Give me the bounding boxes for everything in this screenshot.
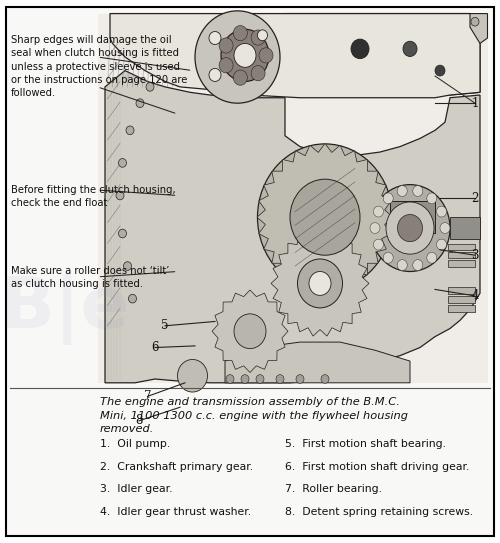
- Circle shape: [435, 65, 445, 76]
- Circle shape: [370, 185, 450, 272]
- Circle shape: [136, 99, 144, 108]
- Circle shape: [471, 17, 479, 26]
- Circle shape: [258, 144, 392, 291]
- Circle shape: [251, 30, 265, 45]
- Text: 1: 1: [472, 97, 478, 110]
- Circle shape: [413, 186, 423, 197]
- Circle shape: [195, 11, 280, 103]
- Circle shape: [226, 375, 234, 383]
- Circle shape: [234, 70, 247, 85]
- Circle shape: [124, 262, 132, 270]
- Circle shape: [256, 375, 264, 383]
- Circle shape: [209, 68, 221, 81]
- Circle shape: [178, 359, 208, 392]
- Circle shape: [440, 223, 450, 233]
- Circle shape: [251, 66, 265, 81]
- Circle shape: [427, 193, 437, 204]
- Circle shape: [118, 159, 126, 167]
- Circle shape: [351, 39, 369, 59]
- Circle shape: [403, 41, 417, 56]
- Bar: [448, 287, 475, 294]
- Bar: [448, 260, 475, 267]
- Circle shape: [374, 206, 384, 217]
- Circle shape: [413, 260, 423, 270]
- Bar: [98, 14, 488, 383]
- Circle shape: [290, 179, 360, 255]
- Circle shape: [219, 58, 233, 73]
- Circle shape: [398, 214, 422, 242]
- Circle shape: [219, 38, 233, 53]
- Circle shape: [234, 43, 256, 67]
- Text: 5.  First motion shaft bearing.: 5. First motion shaft bearing.: [285, 439, 446, 449]
- Text: 7.  Roller bearing.: 7. Roller bearing.: [285, 484, 382, 494]
- Circle shape: [397, 260, 407, 270]
- Circle shape: [126, 126, 134, 135]
- Text: 7: 7: [144, 390, 151, 403]
- Circle shape: [221, 29, 269, 81]
- Circle shape: [241, 375, 249, 383]
- Circle shape: [374, 239, 384, 250]
- Polygon shape: [285, 14, 480, 95]
- Polygon shape: [110, 14, 480, 98]
- Bar: [448, 244, 475, 250]
- Text: 2.  Crankshaft primary gear.: 2. Crankshaft primary gear.: [100, 462, 253, 471]
- Circle shape: [234, 314, 266, 349]
- Circle shape: [436, 239, 446, 250]
- Text: 4.  Idler gear thrust washer.: 4. Idler gear thrust washer.: [100, 507, 251, 517]
- Circle shape: [321, 375, 329, 383]
- Circle shape: [276, 375, 284, 383]
- Text: 8.  Detent spring retaining screws.: 8. Detent spring retaining screws.: [285, 507, 473, 517]
- Circle shape: [309, 272, 331, 295]
- Polygon shape: [470, 14, 488, 43]
- Text: 3.  Idler gear.: 3. Idler gear.: [100, 484, 172, 494]
- Bar: [448, 296, 475, 303]
- Polygon shape: [105, 71, 480, 383]
- Text: 5: 5: [161, 319, 169, 332]
- Text: 3: 3: [471, 249, 479, 262]
- Circle shape: [128, 294, 136, 303]
- Circle shape: [209, 31, 221, 45]
- Circle shape: [383, 252, 393, 263]
- Text: 6: 6: [151, 341, 159, 354]
- Circle shape: [386, 202, 434, 254]
- Text: 1.  Oil pump.: 1. Oil pump.: [100, 439, 170, 449]
- Circle shape: [258, 30, 268, 41]
- Text: Before fitting the clutch housing,
check the end float: Before fitting the clutch housing, check…: [11, 185, 175, 208]
- Text: The engine and transmission assembly of the B.M.C.
Mini, 1100 1300 c.c. engine w: The engine and transmission assembly of …: [100, 397, 408, 434]
- Circle shape: [298, 259, 343, 308]
- Circle shape: [296, 375, 304, 383]
- Circle shape: [383, 193, 393, 204]
- Circle shape: [234, 26, 247, 41]
- Circle shape: [146, 83, 154, 91]
- Text: 8: 8: [136, 414, 142, 427]
- Text: 2: 2: [472, 192, 478, 205]
- Circle shape: [370, 223, 380, 233]
- FancyBboxPatch shape: [6, 7, 494, 536]
- Circle shape: [436, 206, 446, 217]
- Circle shape: [118, 229, 126, 238]
- Text: Sharp edges will damage the oil
seal when clutch housing is fitted
unless a prot: Sharp edges will damage the oil seal whe…: [11, 35, 188, 98]
- Bar: [450, 217, 480, 239]
- Polygon shape: [225, 342, 410, 383]
- Polygon shape: [212, 290, 288, 372]
- Bar: [448, 305, 475, 312]
- Text: B|e: B|e: [0, 274, 130, 345]
- Polygon shape: [271, 231, 369, 336]
- Circle shape: [397, 186, 407, 197]
- Circle shape: [116, 191, 124, 200]
- Text: Make sure a roller does not ‘tilt’
as clutch housing is fitted.: Make sure a roller does not ‘tilt’ as cl…: [11, 266, 170, 289]
- Bar: [448, 252, 475, 258]
- Polygon shape: [257, 143, 393, 291]
- Text: 6.  First motion shaft driving gear.: 6. First motion shaft driving gear.: [285, 462, 470, 471]
- Circle shape: [427, 252, 437, 263]
- Text: 4: 4: [471, 289, 479, 302]
- Bar: [390, 201, 435, 233]
- Circle shape: [259, 48, 273, 63]
